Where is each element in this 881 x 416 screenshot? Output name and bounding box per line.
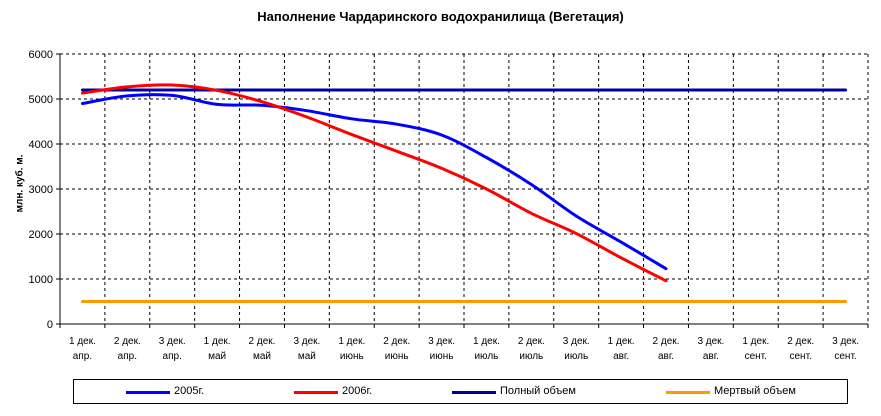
x-tick-label: 3 дек. xyxy=(563,336,590,347)
y-tick-label: 1000 xyxy=(29,274,53,286)
x-tick-label: июль xyxy=(519,351,543,362)
x-tick-label: авг. xyxy=(613,351,629,362)
legend-label-2006: 2006г. xyxy=(342,385,373,397)
series-line-0 xyxy=(80,93,668,271)
legend-label-dead-volume: Мертвый объем xyxy=(714,385,796,397)
x-tick-label: июль xyxy=(474,351,498,362)
x-tick-label: май xyxy=(253,351,271,362)
legend-swatch-2005 xyxy=(126,391,170,394)
x-tick-label: апр. xyxy=(163,351,182,362)
x-tick-label: 2 дек. xyxy=(653,336,680,347)
y-tick-label: 3000 xyxy=(29,184,53,196)
x-tick-label: июль xyxy=(564,351,588,362)
legend: 2005г. 2006г. Полный объем Мертвый объем xyxy=(73,379,848,404)
x-tick-label: 2 дек. xyxy=(383,336,410,347)
y-tick-label: 6000 xyxy=(29,49,53,61)
legend-swatch-full-volume xyxy=(452,391,496,394)
x-tick-label: май xyxy=(208,351,226,362)
axis-layer xyxy=(56,53,869,328)
y-tick-label: 5000 xyxy=(29,94,53,106)
x-tick-label: 3 дек. xyxy=(832,336,859,347)
x-tick-label: 1 дек. xyxy=(473,336,500,347)
y-tick-label: 4000 xyxy=(29,139,53,151)
x-tick-label: 3 дек. xyxy=(159,336,186,347)
grid-layer xyxy=(60,53,869,324)
x-tick-label: 2 дек. xyxy=(249,336,276,347)
legend-swatch-dead-volume xyxy=(666,391,710,394)
x-tick-label: авг. xyxy=(658,351,674,362)
x-tick-label: май xyxy=(298,351,316,362)
x-tick-label: сент. xyxy=(745,351,767,362)
x-tick-label: 1 дек. xyxy=(204,336,231,347)
x-tick-label: 1 дек. xyxy=(338,336,365,347)
tick-layer: 0 1000 2000 3000 4000 5000 6000 1 дек. апр. 2 дек… xyxy=(29,49,859,362)
legend-label-2005: 2005г. xyxy=(174,385,205,397)
x-tick-label: апр. xyxy=(73,351,92,362)
series-line-1 xyxy=(80,83,668,283)
x-tick-label: 3 дек. xyxy=(428,336,455,347)
x-tick-label: июнь xyxy=(385,351,409,362)
x-tick-label: 2 дек. xyxy=(787,336,814,347)
y-tick-label: 0 xyxy=(47,319,53,331)
x-tick-label: 1 дек. xyxy=(608,336,635,347)
x-tick-label: сент. xyxy=(789,351,811,362)
y-tick-label: 2000 xyxy=(29,229,53,241)
x-tick-label: 2 дек. xyxy=(114,336,141,347)
x-tick-label: июнь xyxy=(430,351,454,362)
chart-title: Наполнение Чардаринского водохранилища (… xyxy=(257,9,624,24)
series-layer xyxy=(80,83,848,303)
x-tick-label: 1 дек. xyxy=(69,336,96,347)
x-tick-label: сент. xyxy=(834,351,856,362)
x-tick-label: апр. xyxy=(118,351,137,362)
x-tick-label: 3 дек. xyxy=(293,336,320,347)
x-tick-label: 3 дек. xyxy=(697,336,724,347)
x-tick-label: 1 дек. xyxy=(742,336,769,347)
x-tick-label: 2 дек. xyxy=(518,336,545,347)
x-tick-label: авг. xyxy=(703,351,719,362)
legend-swatch-2006 xyxy=(294,391,338,394)
x-tick-label: июнь xyxy=(340,351,364,362)
legend-label-full-volume: Полный объем xyxy=(500,385,576,397)
